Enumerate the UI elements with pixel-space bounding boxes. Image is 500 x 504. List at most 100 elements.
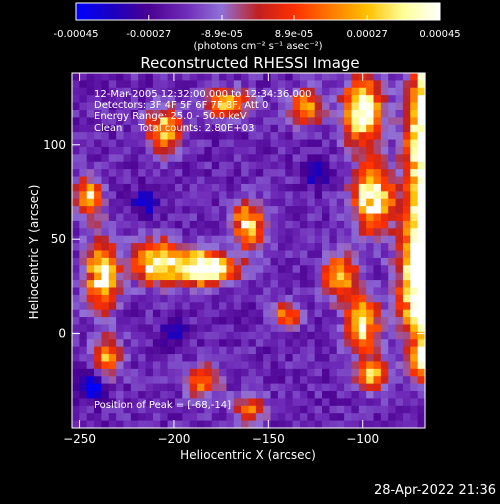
heatmap-cell <box>167 324 176 333</box>
heatmap-cell <box>277 161 286 170</box>
heatmap-cell <box>285 169 294 178</box>
heatmap-cell <box>314 317 323 326</box>
heatmap-cell <box>388 280 397 289</box>
heatmap-cell <box>108 391 117 400</box>
heatmap-cell <box>380 176 389 185</box>
heatmap-cell <box>123 206 132 215</box>
heatmap-cell <box>299 154 308 163</box>
heatmap-cell <box>292 73 301 81</box>
heatmap-cell <box>351 80 360 89</box>
heatmap-cell <box>329 294 338 303</box>
heatmap-cell <box>351 413 360 422</box>
heatmap-cell <box>255 339 264 348</box>
heatmap-cell <box>322 213 330 222</box>
heatmap-cell <box>72 95 80 104</box>
heatmap-cell <box>204 198 213 207</box>
heatmap-cell <box>410 161 419 170</box>
heatmap-cell <box>285 235 294 244</box>
heatmap-cell <box>292 87 301 96</box>
heatmap-cell <box>255 346 264 355</box>
heatmap-cell <box>226 139 235 148</box>
heatmap-cell <box>366 413 375 422</box>
heatmap-cell <box>270 243 279 252</box>
heatmap-cell <box>138 287 147 296</box>
heatmap-cell <box>86 361 95 370</box>
heatmap-cell <box>388 213 397 222</box>
heatmap-cell <box>189 398 198 407</box>
heatmap-cell <box>204 368 213 377</box>
heatmap-cell <box>255 102 264 111</box>
heatmap-cell <box>358 169 367 178</box>
heatmap-cell <box>189 102 198 111</box>
heatmap-cell <box>197 87 205 96</box>
heatmap-cell <box>182 361 191 370</box>
heatmap-cell <box>395 317 404 326</box>
heatmap-cell <box>292 265 301 274</box>
heatmap-cell <box>79 339 88 348</box>
heatmap-cell <box>292 191 301 200</box>
heatmap-cell <box>189 354 198 363</box>
heatmap-cell <box>138 413 147 422</box>
heatmap-cell <box>307 324 316 333</box>
heatmap-cell <box>72 391 80 400</box>
heatmap-cell <box>299 346 308 355</box>
heatmap-cell <box>145 317 154 326</box>
heatmap-cell <box>130 109 139 118</box>
heatmap-cell <box>197 198 205 207</box>
heatmap-cell <box>395 139 404 148</box>
heatmap-cell <box>292 117 301 126</box>
heatmap-cell <box>94 398 103 407</box>
heatmap-cell <box>388 206 397 215</box>
heatmap-cell <box>108 146 117 155</box>
heatmap-cell <box>358 220 367 229</box>
heatmap-cell <box>241 398 250 407</box>
heatmap-cell <box>101 132 110 141</box>
heatmap-cell <box>219 117 228 126</box>
heatmap-cell <box>410 132 419 141</box>
heatmap-cell <box>351 294 360 303</box>
heatmap-cell <box>388 339 397 348</box>
heatmap-cell <box>189 324 198 333</box>
heatmap-cell <box>388 198 397 207</box>
heatmap-cell <box>160 213 169 222</box>
heatmap-cell <box>152 87 161 96</box>
heatmap-cell <box>160 109 169 118</box>
heatmap-cell <box>204 73 213 81</box>
heatmap-cell <box>116 80 125 89</box>
heatmap-cell <box>211 124 220 133</box>
heatmap-cell <box>86 420 95 429</box>
heatmap-cell <box>248 383 257 392</box>
heatmap-cell <box>270 87 279 96</box>
heatmap-cell <box>226 413 235 422</box>
heatmap-cell <box>255 420 264 429</box>
heatmap-cell <box>329 405 338 414</box>
heatmap-cell <box>344 206 353 215</box>
heatmap-cell <box>277 102 286 111</box>
heatmap-cell <box>344 376 353 385</box>
heatmap-cell <box>182 117 191 126</box>
heatmap-cell <box>189 391 198 400</box>
heatmap-cell <box>358 198 367 207</box>
heatmap-cell <box>248 146 257 155</box>
heatmap-cell <box>123 80 132 89</box>
heatmap-cell <box>380 420 389 429</box>
heatmap-cell <box>307 280 316 289</box>
heatmap-cell <box>336 198 345 207</box>
heatmap-cell <box>336 317 345 326</box>
heatmap-cell <box>314 191 323 200</box>
heatmap-cell <box>152 228 161 237</box>
heatmap-cell <box>219 294 228 303</box>
heatmap-cell <box>241 294 250 303</box>
heatmap-cell <box>417 73 426 81</box>
heatmap-cell <box>167 213 176 222</box>
heatmap-cell <box>241 80 250 89</box>
heatmap-cell <box>116 331 125 340</box>
heatmap-cell <box>263 287 272 296</box>
heatmap-cell <box>72 169 80 178</box>
heatmap-cell <box>211 243 220 252</box>
heatmap-cell <box>395 405 404 414</box>
heatmap-cell <box>351 228 360 237</box>
heatmap-cell <box>277 109 286 118</box>
heatmap-cell <box>366 309 375 318</box>
heatmap-cell <box>380 354 389 363</box>
